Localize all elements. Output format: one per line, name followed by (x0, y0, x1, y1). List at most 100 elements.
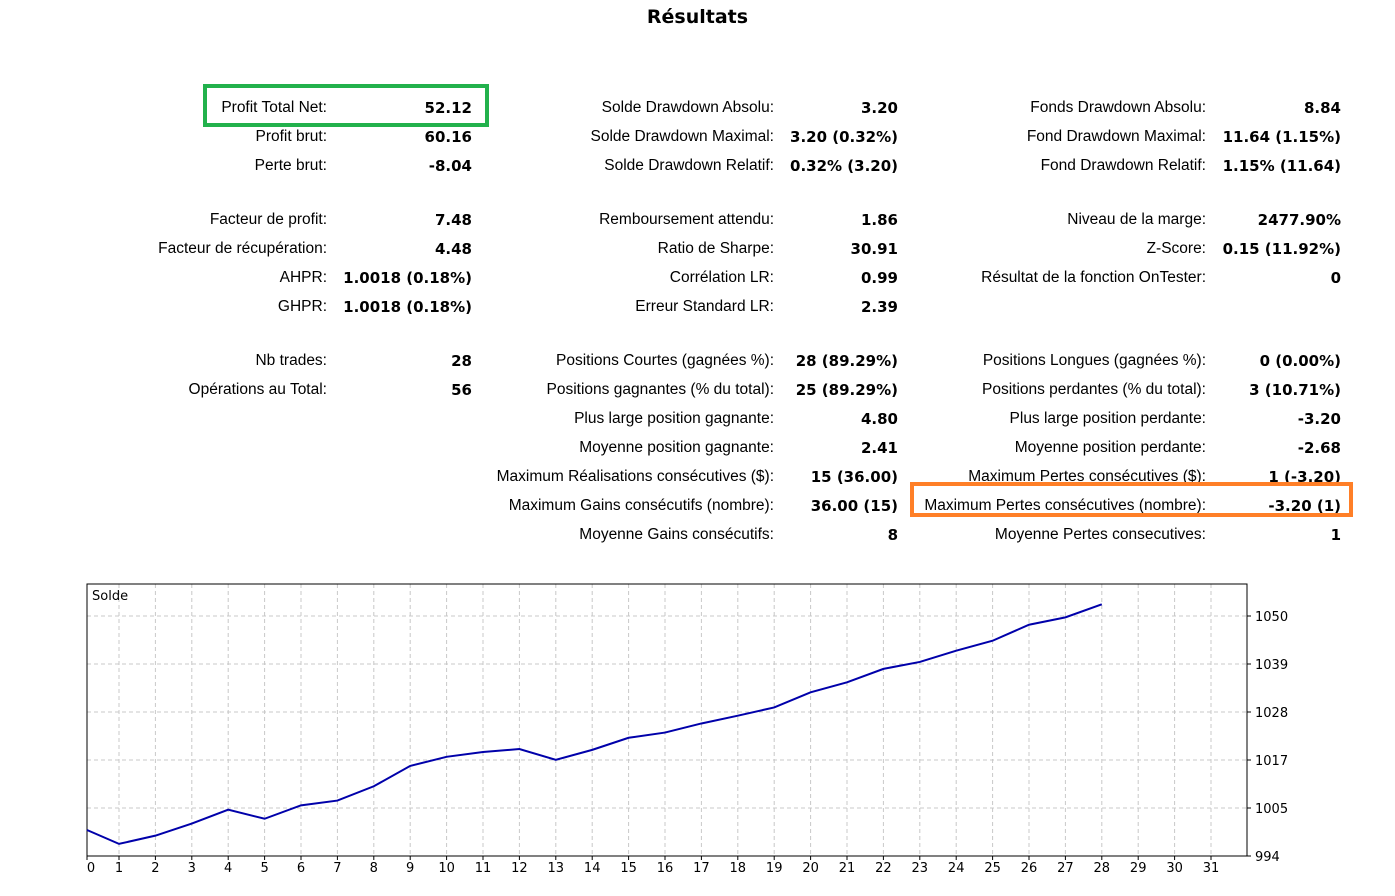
stat-value: 52.12 (424, 99, 472, 117)
stat-value: 28 (451, 352, 472, 370)
y-tick-label: 1005 (1255, 802, 1288, 817)
stat-value: 1 (-3.20) (1268, 468, 1341, 486)
x-tick-label: 6 (297, 861, 305, 876)
stat-label: Solde Drawdown Maximal: (590, 128, 775, 145)
x-tick-label: 13 (548, 861, 565, 876)
x-tick-label: 25 (984, 861, 1001, 876)
x-tick-label: 1 (115, 861, 123, 876)
stat-label: Maximum Pertes consécutives ($): (968, 468, 1206, 485)
x-tick-label: 8 (370, 861, 378, 876)
stat-value: 3 (10.71%) (1249, 381, 1341, 399)
stat-value: 15 (36.00) (810, 468, 898, 486)
stat-label: Positions perdantes (% du total): (981, 381, 1206, 398)
x-tick-label: 21 (839, 861, 856, 876)
x-tick-label: 10 (438, 861, 455, 876)
x-tick-label: 16 (657, 861, 674, 876)
stat-label: Erreur Standard LR: (635, 298, 774, 315)
stat-label: GHPR: (277, 298, 327, 315)
stat-value: 36.00 (15) (810, 497, 898, 515)
stat-value: 1.0018 (0.18%) (343, 298, 472, 316)
x-tick-label: 24 (948, 861, 965, 876)
x-tick-label: 29 (1130, 861, 1147, 876)
stat-value: 28 (89.29%) (795, 352, 898, 370)
stat-label: Facteur de profit: (209, 211, 327, 228)
stat-value: 0.15 (11.92%) (1222, 240, 1341, 258)
plot-area (87, 584, 1247, 856)
highlight-box-orange (910, 482, 1353, 517)
stat-label: Niveau de la marge: (1067, 211, 1206, 228)
y-tick-label: 1050 (1255, 610, 1288, 625)
stat-label: Moyenne Gains consécutifs: (579, 526, 774, 543)
stat-label: Profit Total Net: (221, 99, 327, 116)
x-tick-label: 4 (224, 861, 232, 876)
x-tick-label: 9 (406, 861, 414, 876)
x-tick-label: 31 (1203, 861, 1220, 876)
stat-label: Plus large position gagnante: (574, 410, 774, 427)
x-tick-label: 26 (1021, 861, 1038, 876)
stat-value: 4.48 (434, 240, 472, 258)
stat-value: -3.20 (1) (1268, 497, 1341, 515)
stat-value: 56 (451, 381, 472, 399)
stat-value: 1.15% (11.64) (1222, 157, 1341, 175)
stat-value: 25 (89.29%) (795, 381, 898, 399)
stat-label: Opérations au Total: (188, 381, 327, 398)
stat-label: Positions Courtes (gagnées %): (556, 352, 774, 369)
stat-label: Remboursement attendu: (599, 211, 774, 228)
x-tick-label: 15 (620, 861, 637, 876)
stat-label: Plus large position perdante: (1009, 410, 1206, 427)
plot-border (86, 583, 1248, 857)
stat-label: Ratio de Sharpe: (657, 240, 774, 257)
stat-label: Solde Drawdown Relatif: (604, 157, 774, 174)
stat-label: Solde Drawdown Absolu: (601, 99, 774, 116)
stat-value: 60.16 (424, 128, 472, 146)
stat-value: -2.68 (1297, 439, 1341, 457)
stat-value: 2477.90% (1257, 211, 1341, 229)
x-tick-label: 28 (1094, 861, 1111, 876)
x-tick-label: 19 (766, 861, 783, 876)
x-tick-label: 7 (333, 861, 341, 876)
x-tick-label: 2 (151, 861, 159, 876)
stat-label: Maximum Réalisations consécutives ($): (496, 468, 774, 485)
stat-label: Maximum Pertes consécutives (nombre): (924, 497, 1206, 514)
stat-value: 3.20 (0.32%) (790, 128, 898, 146)
stat-value: 0 (0.00%) (1259, 352, 1341, 370)
x-tick-label: 17 (693, 861, 710, 876)
stat-value: 8 (887, 526, 898, 544)
stat-label: Facteur de récupération: (158, 240, 327, 257)
stat-label: Fonds Drawdown Absolu: (1030, 99, 1206, 116)
stat-value: -8.04 (428, 157, 472, 175)
stat-value: 3.20 (860, 99, 898, 117)
stat-label: Nb trades: (255, 352, 327, 369)
stat-label: Positions gagnantes (% du total): (546, 381, 774, 398)
stat-value: 8.84 (1303, 99, 1341, 117)
stat-label: Fond Drawdown Maximal: (1026, 128, 1206, 145)
stat-value: 7.48 (434, 211, 472, 229)
x-tick-label: 20 (802, 861, 819, 876)
x-tick-label: 14 (584, 861, 601, 876)
stat-value: 1.0018 (0.18%) (343, 269, 472, 287)
stat-value: 1 (1330, 526, 1341, 544)
stat-value: 1.86 (860, 211, 898, 229)
x-tick-label: 5 (260, 861, 268, 876)
stat-label: Moyenne position perdante: (1014, 439, 1206, 456)
stat-value: 4.80 (860, 410, 898, 428)
x-tick-label: 12 (511, 861, 528, 876)
x-tick-label: 3 (188, 861, 196, 876)
stat-label: Z-Score: (1146, 240, 1206, 257)
stat-value: 11.64 (1.15%) (1222, 128, 1341, 146)
y-tick-label: 994 (1255, 850, 1280, 865)
stat-label: Résultat de la fonction OnTester: (981, 269, 1206, 286)
x-tick-label: 30 (1166, 861, 1183, 876)
x-tick-label: 22 (875, 861, 892, 876)
stat-value: 0 (1330, 269, 1341, 287)
stat-label: Maximum Gains consécutifs (nombre): (508, 497, 774, 514)
stat-label: Perte brut: (254, 157, 327, 174)
y-tick-label: 1017 (1255, 754, 1288, 769)
y-tick-label: 1039 (1255, 658, 1288, 673)
stat-value: 0.32% (3.20) (790, 157, 898, 175)
page-title: Résultats (646, 6, 749, 28)
stat-value: -3.20 (1297, 410, 1341, 428)
stat-label: Moyenne Pertes consecutives: (994, 526, 1206, 543)
x-tick-label: 11 (475, 861, 492, 876)
